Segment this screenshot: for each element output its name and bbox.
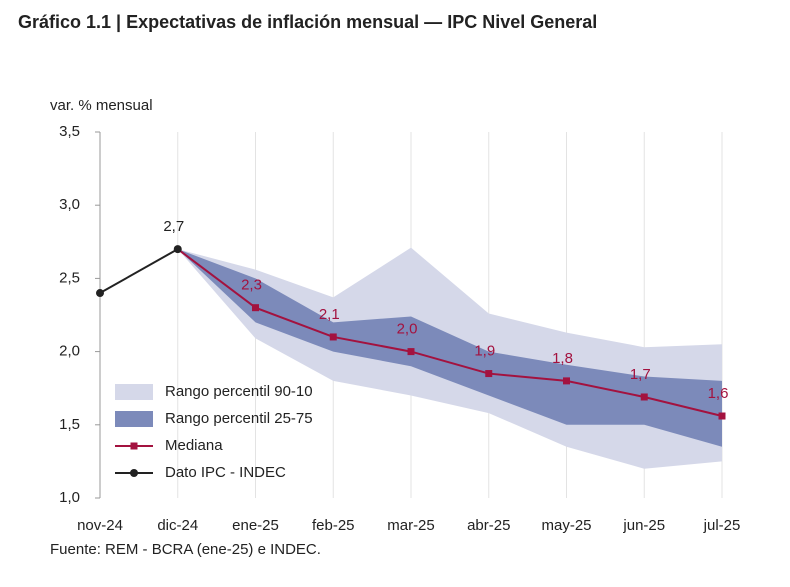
x-tick-label: nov-24 <box>77 517 123 534</box>
series-line <box>177 248 723 417</box>
y-tick-label: 1,5 <box>59 416 80 433</box>
x-tick-label: feb-25 <box>312 517 355 534</box>
x-tick-label: dic-24 <box>157 517 198 534</box>
point-marker <box>252 304 259 312</box>
data-label: 2,1 <box>319 306 340 323</box>
x-tick-label: abr-25 <box>467 517 510 534</box>
chart-title: Gráfico 1.1 | Expectativas de inflación … <box>18 12 597 32</box>
series-line <box>99 248 179 294</box>
y-tick-label: 3,0 <box>59 196 80 213</box>
data-label: 2,3 <box>241 277 262 294</box>
data-label: 1,8 <box>552 350 573 367</box>
data-label: 2,7 <box>163 218 184 235</box>
legend-label: Rango percentil 90-10 <box>165 383 313 400</box>
legend-label: Dato IPC - INDEC <box>165 464 286 481</box>
y-tick-label: 2,5 <box>59 269 80 286</box>
data-label: 1,6 <box>708 385 729 402</box>
point-marker <box>407 348 415 356</box>
legend-swatch <box>115 384 153 400</box>
data-label: 2,0 <box>397 321 418 338</box>
y-tick-label: 1,0 <box>59 489 80 506</box>
point-marker <box>563 377 570 385</box>
legend-label: Rango percentil 25-75 <box>165 410 313 427</box>
y-axis-label: var. % mensual <box>50 97 153 114</box>
point-marker <box>173 245 182 254</box>
x-tick-label: mar-25 <box>387 517 435 534</box>
percentile-band <box>177 249 722 447</box>
x-tick-label: may-25 <box>541 517 591 534</box>
data-label: 1,9 <box>474 343 495 360</box>
point-marker <box>329 333 337 341</box>
point-marker <box>485 370 493 378</box>
legend-marker <box>130 442 138 450</box>
point-marker <box>96 289 104 298</box>
legend-swatch <box>115 411 153 427</box>
y-tick-label: 3,5 <box>59 123 80 140</box>
x-tick-label: jul-25 <box>703 517 741 534</box>
point-marker <box>640 393 648 401</box>
legend-label: Mediana <box>165 437 223 454</box>
y-tick-label: 2,0 <box>59 343 80 360</box>
legend-marker <box>130 469 138 477</box>
x-tick-label: ene-25 <box>232 517 279 534</box>
point-marker <box>718 412 726 420</box>
data-label: 1,7 <box>630 366 651 383</box>
source-note: Fuente: REM - BCRA (ene-25) e INDEC. <box>50 541 321 558</box>
x-tick-label: jun-25 <box>622 517 665 534</box>
